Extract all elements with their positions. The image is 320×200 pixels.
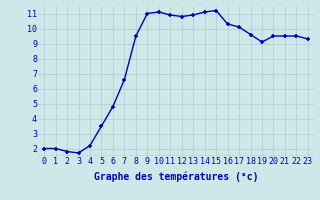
X-axis label: Graphe des températures (°c): Graphe des températures (°c)	[94, 172, 258, 182]
